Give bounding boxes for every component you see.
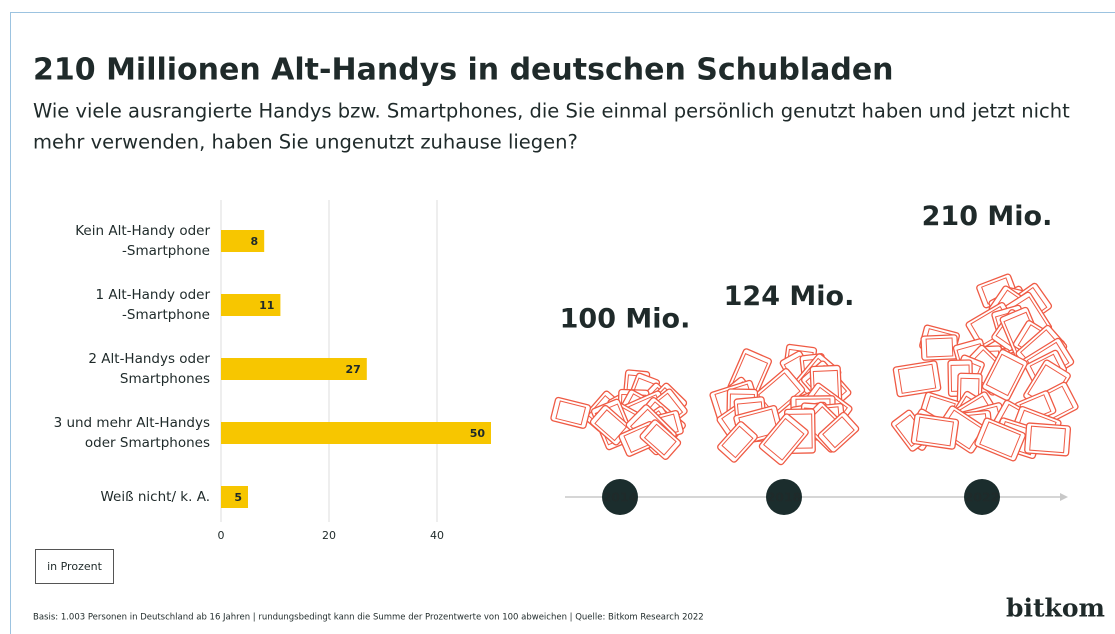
x-tick-label: 0 (218, 529, 225, 542)
category-label: -Smartphone (122, 243, 210, 259)
value-label: 210 Mio. (922, 201, 1053, 232)
category-label: Kein Alt-Handy oder (75, 223, 210, 239)
category-label: oder Smartphones (85, 435, 210, 451)
year-label: 2022 (965, 490, 1000, 505)
brand-logo: bitkom (1006, 594, 1105, 623)
title: 210 Millionen Alt-Handys in deutschen Sc… (33, 53, 894, 88)
phone-icon (921, 335, 958, 361)
phone-icon (893, 361, 941, 398)
category-label: 1 Alt-Handy oder (95, 287, 210, 303)
phone-icon (911, 414, 959, 450)
phone-icon (1025, 423, 1071, 456)
value-label: 124 Mio. (724, 281, 855, 312)
unit-note: in Prozent (47, 560, 102, 573)
phone-pile (709, 344, 860, 466)
phone-pile (890, 273, 1079, 461)
value-label: 8 (251, 235, 259, 248)
x-tick-label: 20 (322, 529, 336, 542)
category-label: 3 und mehr Alt-Handys (54, 415, 210, 431)
value-label: 50 (470, 427, 486, 440)
infographic: 210 Millionen Alt-Handys in deutschen Sc… (0, 0, 1115, 634)
year-label: 2018 (767, 490, 802, 505)
bar (221, 422, 491, 444)
value-label: 11 (259, 299, 274, 312)
timeline-arrow (1060, 493, 1068, 501)
value-label: 27 (345, 363, 360, 376)
x-tick-label: 40 (430, 529, 444, 542)
category-label: 2 Alt-Handys oder (88, 351, 210, 367)
year-label: 2014 (603, 490, 638, 505)
category-label: Weiß nicht/ k. A. (100, 489, 210, 505)
phone-body (550, 397, 591, 429)
phone-pile (550, 370, 688, 461)
subtitle: mehr verwenden, haben Sie ungenutzt zuha… (33, 131, 578, 154)
value-label: 5 (234, 491, 242, 504)
category-label: -Smartphone (122, 307, 210, 323)
footer: Basis: 1.003 Personen in Deutschland ab … (33, 613, 704, 623)
phone-icon (550, 397, 591, 429)
subtitle: Wie viele ausrangierte Handys bzw. Smart… (33, 100, 1070, 123)
category-label: Smartphones (120, 371, 210, 387)
value-label: 100 Mio. (560, 304, 691, 335)
